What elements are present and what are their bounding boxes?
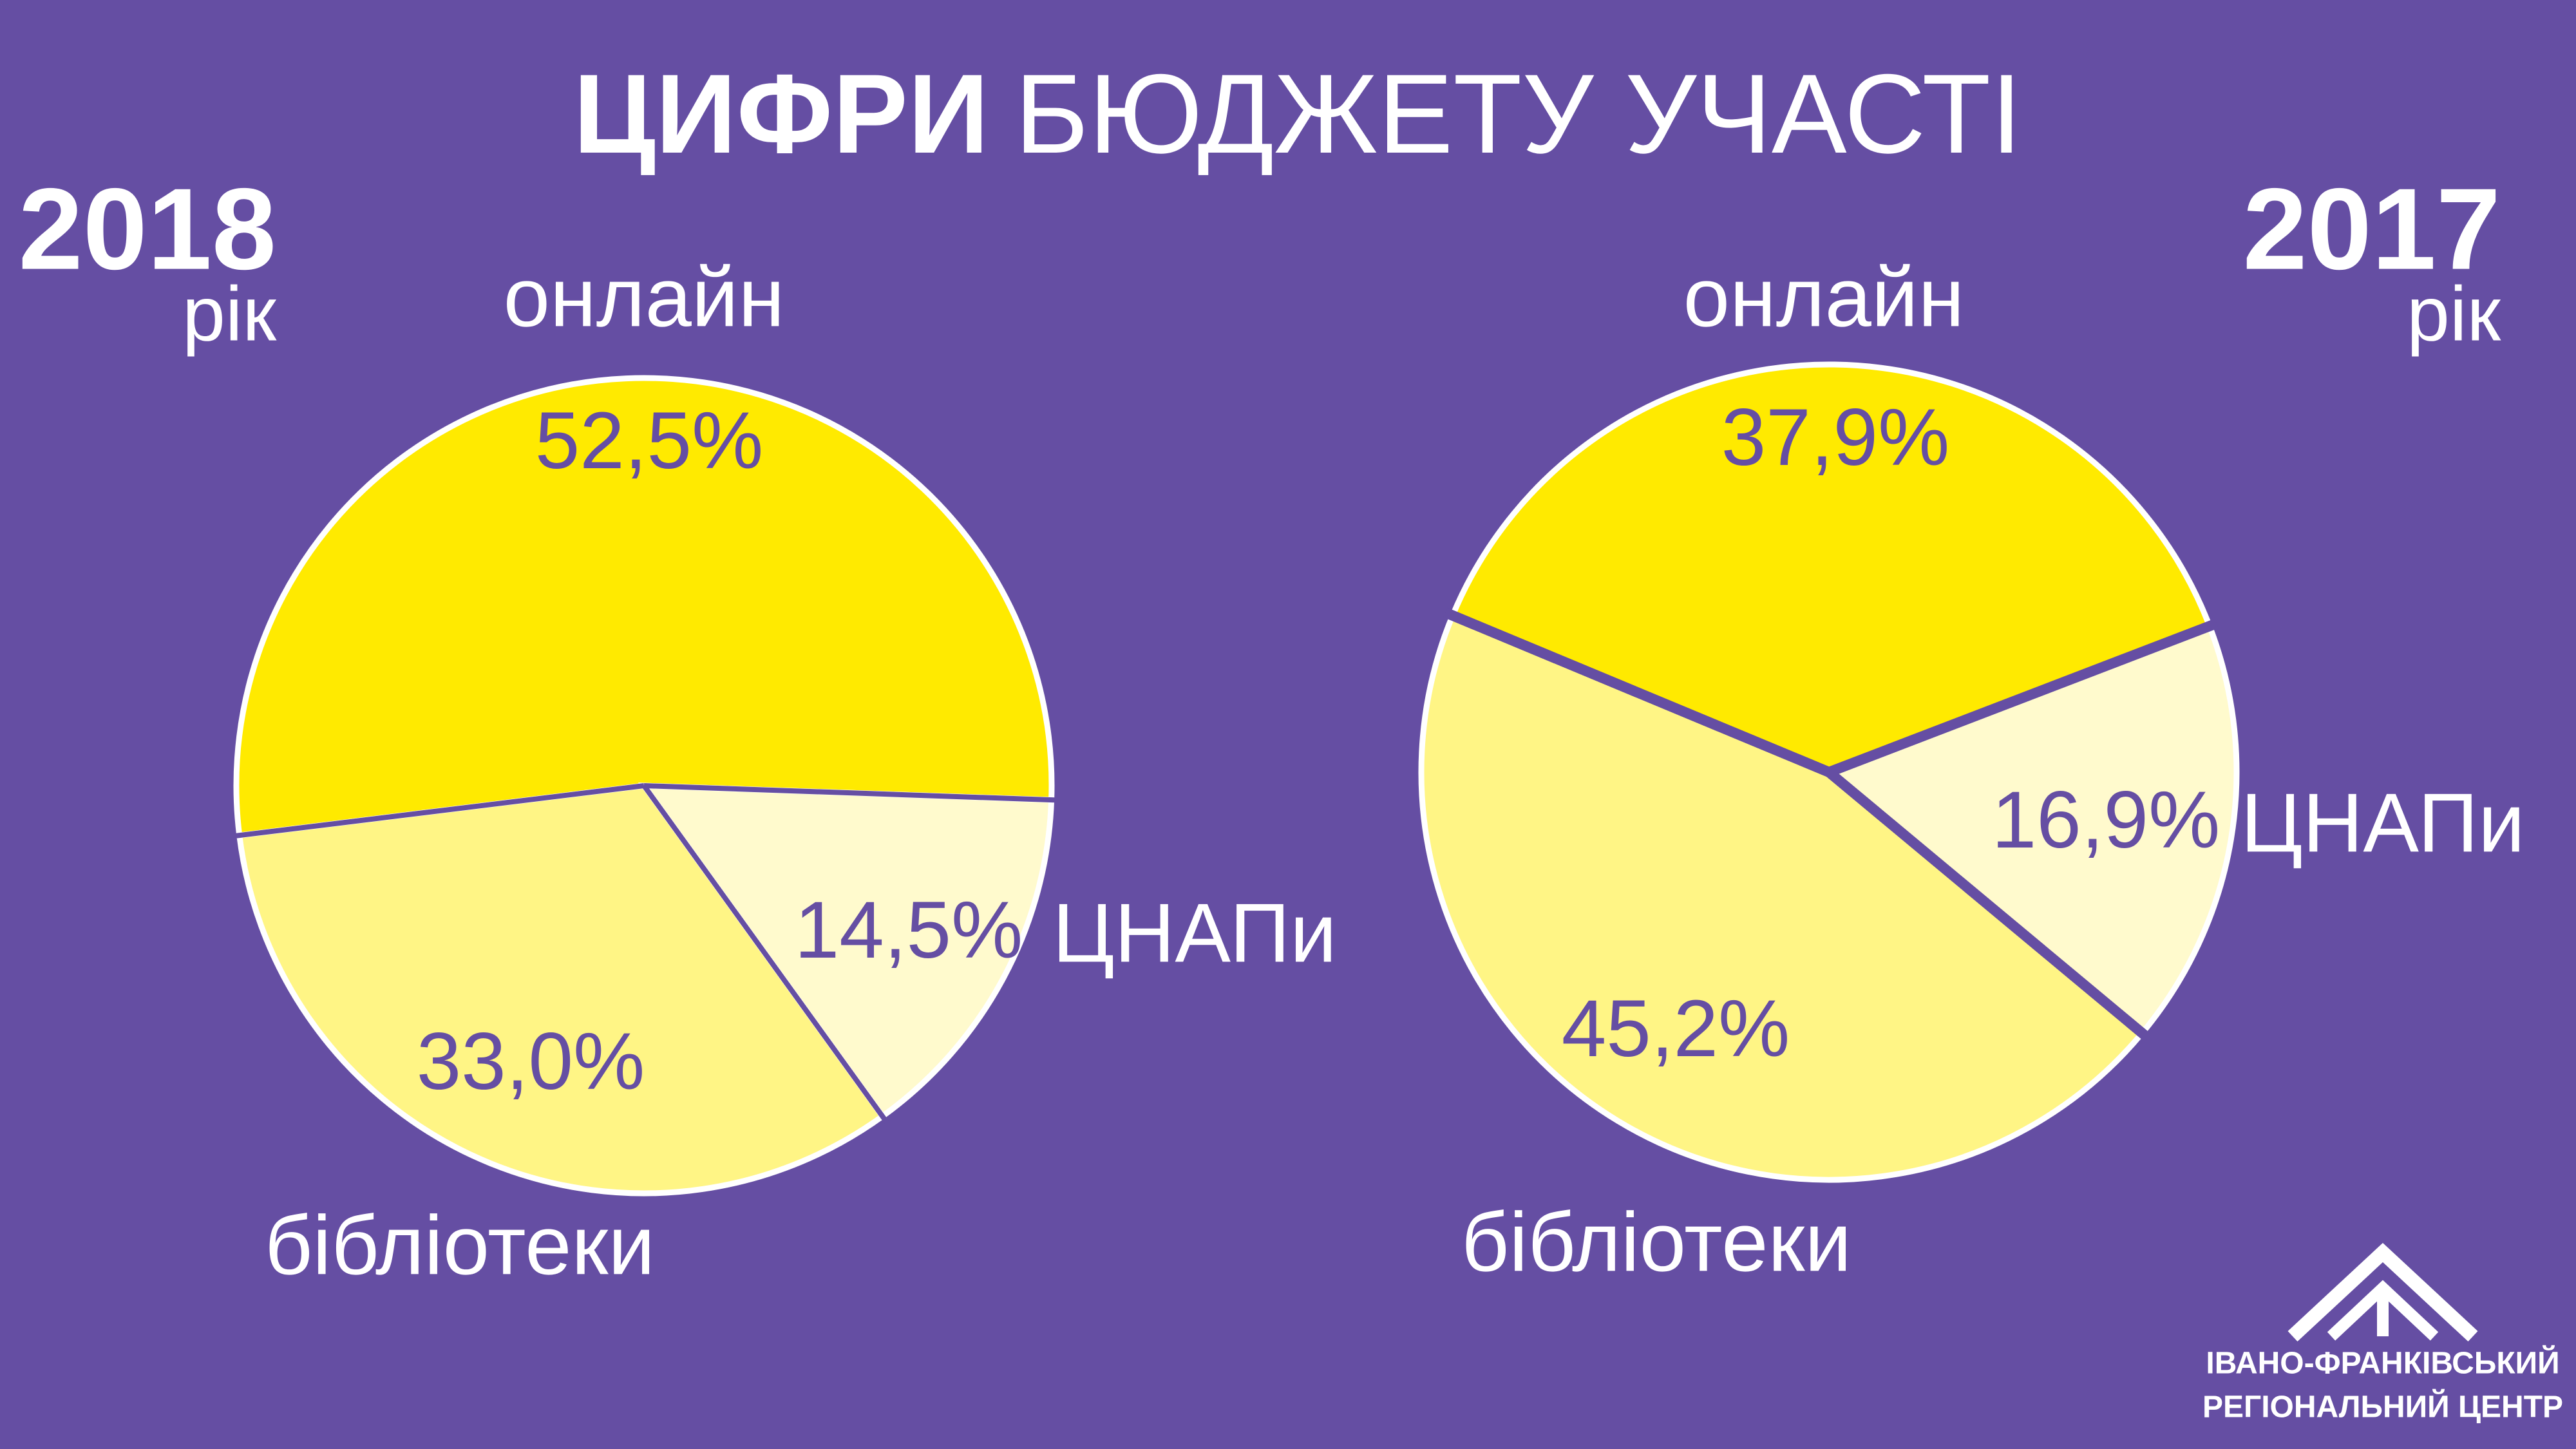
- value-label: 45,2%: [1562, 984, 1790, 1074]
- slice-separator: [643, 783, 1059, 803]
- category-label: онлайн: [504, 250, 785, 344]
- pie-slice: [233, 375, 1055, 839]
- slice-separator: [641, 784, 889, 1124]
- pie-slice: [236, 782, 887, 1197]
- title-light: БЮДЖЕТУ УЧАСТІ: [1015, 52, 2022, 177]
- category-label: бібліотеки: [265, 1198, 655, 1292]
- year-subtitle: рік: [182, 271, 277, 357]
- logo: ІВАНО-ФРАНКІВСЬКИЙ РЕГІОНАЛЬНИЙ ЦЕНТР: [2202, 1242, 2563, 1425]
- slice-separator: [1443, 607, 1832, 777]
- logo-text: РЕГІОНАЛЬНИЙ ЦЕНТР: [2202, 1389, 2563, 1425]
- logo-icon: [2287, 1242, 2478, 1342]
- pie-slice: [1448, 361, 2213, 775]
- page-title: ЦИФРИ БЮДЖЕТУ УЧАСТІ: [573, 52, 2022, 177]
- logo-icon-inner: [2327, 1280, 2439, 1341]
- category-label: бібліотеки: [1461, 1195, 1852, 1289]
- category-label: онлайн: [1683, 250, 1965, 344]
- value-label: 14,5%: [795, 886, 1023, 975]
- value-label: 37,9%: [1721, 393, 1949, 482]
- pie-slice: [638, 782, 1055, 1121]
- category-label: ЦНАПи: [1052, 886, 1336, 980]
- slice-separator: [1827, 618, 2219, 777]
- category-label: ЦНАПи: [2240, 775, 2524, 869]
- pie-slice: [1823, 622, 2240, 1037]
- pie: [1418, 361, 2240, 1183]
- year-title: 2018: [19, 165, 276, 294]
- value-label: 52,5%: [535, 396, 763, 486]
- title-bold: ЦИФРИ: [573, 52, 989, 177]
- pie-slice: [1418, 612, 2146, 1183]
- pie: [231, 375, 1059, 1197]
- value-label: 33,0%: [417, 1017, 645, 1106]
- slice-separator: [231, 783, 645, 839]
- slice-separator: [1825, 768, 2152, 1043]
- value-label: 16,9%: [1992, 775, 2220, 865]
- logo-text: ІВАНО-ФРАНКІВСЬКИЙ: [2206, 1345, 2559, 1381]
- year-title: 2017: [2243, 165, 2501, 294]
- year-subtitle: рік: [2407, 271, 2501, 357]
